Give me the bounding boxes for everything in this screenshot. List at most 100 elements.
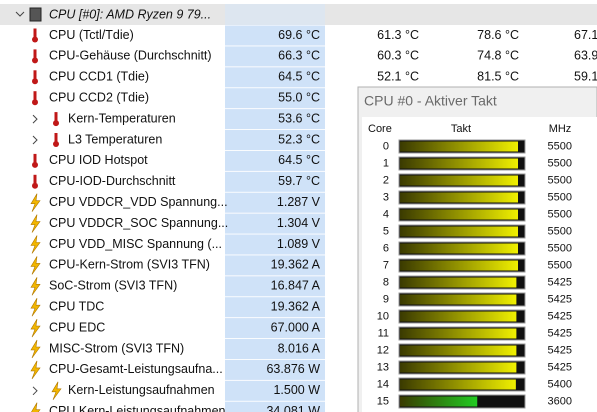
current-value: 1.500 W [273, 383, 320, 397]
sensor-label: Kern-Leistungsaufnahmen [68, 383, 215, 397]
core-number: 9 [383, 293, 389, 305]
clock-bar [400, 294, 517, 305]
sensor-label: CPU VDDCR_SOC Spannung... [49, 216, 228, 230]
mhz-value: 5425 [548, 361, 572, 373]
power-icon [30, 318, 41, 338]
thermometer-bulb [32, 57, 38, 64]
sensor-label: SoC-Strom (SVI3 TFN) [49, 279, 177, 293]
current-cell [225, 150, 325, 171]
thermometer-icon [54, 112, 58, 123]
current-value: 1.304 V [277, 216, 321, 230]
power-icon [30, 193, 41, 212]
clock-popup: CPU #0 - Aktiver Takt Core Takt MHz 0 550… [357, 86, 597, 412]
sensor-label: CPU-Kern-Strom (SVI3 TFN) [49, 258, 210, 272]
clock-bar [400, 379, 516, 390]
current-value: 63.876 W [266, 362, 320, 376]
core-number: 12 [377, 344, 389, 356]
current-value: 69.6 °C [278, 28, 320, 42]
current-value: 53.6 °C [278, 111, 320, 125]
current-cell [225, 130, 325, 150]
current-value: 59.7 °C [278, 174, 320, 188]
avg-value: 63.9 [574, 49, 597, 63]
column-header: MHz [549, 123, 572, 135]
core-number: 8 [383, 276, 389, 288]
mhz-value: 5425 [548, 327, 572, 339]
max-value: 81.5 °C [477, 70, 519, 84]
column-header: Takt [451, 123, 471, 135]
mhz-value: 5500 [548, 225, 572, 237]
current-value: 8.016 A [278, 341, 321, 355]
mhz-value: 5500 [548, 259, 572, 271]
thermometer-bulb [53, 141, 59, 147]
chip-icon [29, 7, 42, 22]
current-cell [225, 255, 325, 276]
expand-arrow[interactable] [32, 114, 38, 124]
min-value: 60.3 °C [377, 49, 419, 63]
max-value: 74.8 °C [477, 49, 519, 63]
current-cell [225, 359, 325, 380]
clock-bar [400, 311, 517, 322]
clock-bar [400, 362, 517, 373]
mhz-value: 5425 [548, 276, 572, 288]
header-current-cell [225, 4, 325, 25]
thermometer-bulb [32, 36, 38, 43]
core-number: 15 [377, 395, 389, 407]
current-value: 66.3 °C [278, 49, 320, 63]
expand-arrow[interactable] [32, 386, 38, 396]
power-icon [30, 235, 41, 254]
thermometer-icon [33, 28, 37, 39]
clock-bar [400, 209, 518, 220]
current-cell [225, 234, 325, 255]
sensor-label: CPU EDC [49, 320, 105, 334]
power-icon [51, 381, 62, 400]
collapse-arrow[interactable] [15, 11, 25, 17]
power-icon [30, 298, 41, 317]
sensor-label: MISC-Strom (SVI3 TFN) [49, 341, 184, 355]
current-cell [225, 171, 325, 192]
mhz-value: 3600 [548, 395, 572, 407]
power-icon [30, 277, 41, 296]
current-cell [225, 67, 325, 88]
core-number: 11 [378, 327, 389, 339]
current-cell [225, 25, 325, 46]
thermometer-bulb [32, 161, 38, 168]
thermometer-icon [54, 133, 58, 143]
clock-bar [400, 192, 518, 203]
avg-value: 67.1 [574, 28, 597, 42]
sensor-label: CPU VDDCR_VDD Spannung... [49, 195, 228, 209]
current-value: 19.362 A [271, 299, 321, 313]
current-cell [225, 318, 325, 339]
thermometer-icon [33, 91, 37, 102]
clock-bar [400, 328, 517, 339]
expand-arrow[interactable] [32, 135, 38, 145]
current-value: 1.089 V [277, 237, 321, 251]
mhz-value: 5425 [548, 293, 572, 305]
power-icon [31, 402, 41, 412]
power-icon [30, 339, 41, 359]
min-value: 61.3 °C [377, 28, 419, 42]
popup-title: CPU #0 - Aktiver Takt [364, 93, 497, 109]
core-number: 0 [383, 140, 389, 152]
thermometer-bulb [32, 99, 38, 106]
sensor-label: CPU-Gesamt-Leistungsaufna... [49, 362, 223, 376]
core-number: 5 [383, 225, 389, 237]
clock-bar [400, 260, 518, 271]
clock-bar [400, 158, 518, 169]
current-cell [225, 46, 325, 67]
core-number: 14 [377, 378, 389, 390]
thermometer-icon [33, 70, 37, 81]
header-title: CPU [#0]: AMD Ryzen 9 79... [49, 7, 211, 21]
avg-value: 59.1 [574, 70, 597, 84]
column-header: Core [368, 123, 392, 135]
clock-bar [400, 141, 518, 152]
sensor-label: CPU-IOD-Durchschnitt [49, 174, 176, 188]
mhz-value: 5425 [548, 344, 572, 356]
sensor-label: CPU Kern-Leistungsaufnahmen... [49, 404, 236, 412]
thermometer-bulb [32, 78, 38, 85]
sensor-label: CPU VDD_MISC Spannung (... [49, 237, 222, 251]
mhz-value: 5500 [548, 242, 572, 254]
power-icon [30, 360, 41, 380]
sensor-label: CPU (Tctl/Tdie) [49, 28, 134, 42]
current-value: 34.081 W [266, 404, 320, 412]
